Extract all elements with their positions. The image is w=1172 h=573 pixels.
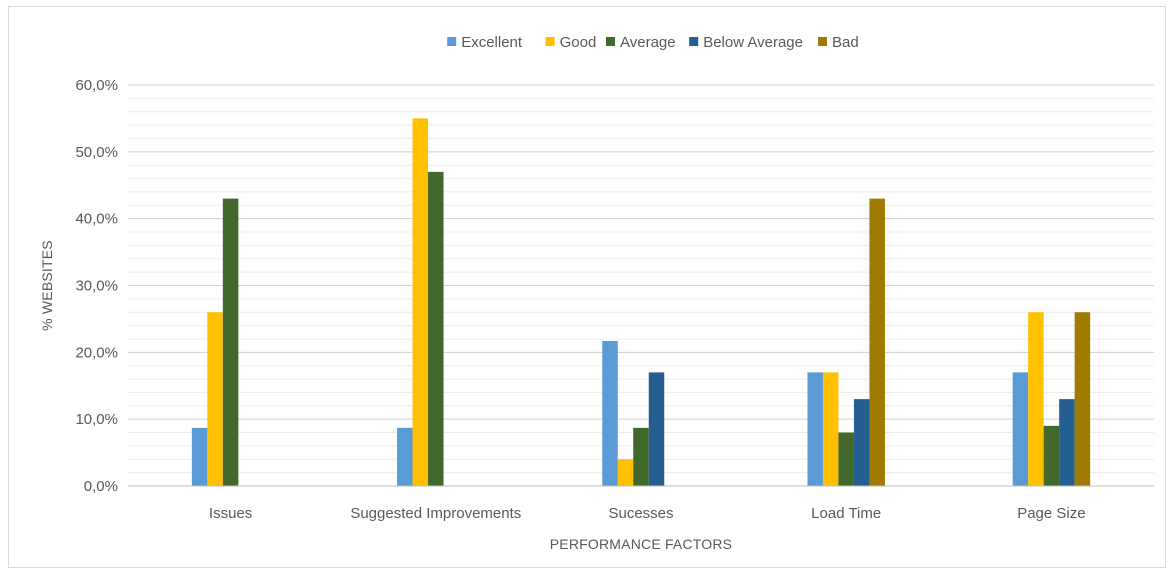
bar-average	[222, 198, 239, 486]
bar-excellent	[191, 427, 208, 486]
legend-swatch	[606, 37, 615, 46]
bar-bad	[869, 198, 885, 486]
legend-label: Good	[560, 34, 597, 51]
legend-label: Below Average	[703, 34, 803, 51]
bar-average	[633, 427, 649, 486]
bar-below-average	[648, 372, 665, 486]
bar-good	[1028, 312, 1044, 486]
y-tick-label: 10,0%	[75, 411, 118, 428]
x-category-label: Load Time	[811, 505, 881, 522]
bar-average	[1043, 425, 1060, 486]
x-axis-categories: Issues Suggested Improvements Sucesses Load…	[209, 505, 1086, 522]
bar-average	[838, 432, 854, 486]
legend-swatch	[818, 37, 827, 46]
bar-good	[822, 372, 839, 486]
bar-excellent	[397, 427, 413, 486]
x-category-label: Issues	[209, 505, 252, 522]
bar-below-average	[1059, 399, 1075, 486]
x-category-label: Page Size	[1017, 505, 1085, 522]
legend-swatch	[545, 37, 555, 46]
legend-label: Bad	[832, 34, 859, 51]
y-tick-label: 30,0%	[75, 278, 118, 295]
gridlines	[128, 84, 1154, 474]
y-axis-title: % WEBSITES	[39, 240, 55, 331]
legend-label: Average	[620, 34, 676, 51]
bar-excellent	[602, 340, 618, 486]
y-tick-label: 40,0%	[75, 211, 118, 228]
bar-good	[207, 312, 223, 486]
legend-label: Excellent	[461, 34, 523, 51]
bar-bad	[1074, 312, 1091, 486]
x-axis-title: PERFORMANCE FACTORS	[550, 536, 732, 552]
legend-swatch	[689, 37, 699, 46]
y-axis-ticks: 0,0% 10,0% 20,0% 30,0% 40,0% 50,0% 60,0%	[75, 77, 118, 495]
bar-excellent	[1012, 372, 1029, 486]
y-tick-label: 20,0%	[75, 344, 118, 361]
y-tick-label: 50,0%	[75, 144, 118, 161]
x-category-label: Sucesses	[608, 505, 673, 522]
bars	[191, 118, 1091, 487]
x-category-label: Suggested Improvements	[350, 505, 521, 522]
legend-swatch	[447, 37, 457, 46]
bar-excellent	[807, 372, 823, 486]
bar-below-average	[853, 399, 870, 486]
bar-good	[412, 118, 429, 487]
bar-average	[428, 171, 444, 486]
y-tick-label: 0,0%	[84, 478, 118, 495]
bar-good	[617, 459, 634, 486]
y-tick-label: 60,0%	[75, 77, 118, 94]
legend: Excellent Good Average Below Average Bad	[447, 34, 859, 51]
